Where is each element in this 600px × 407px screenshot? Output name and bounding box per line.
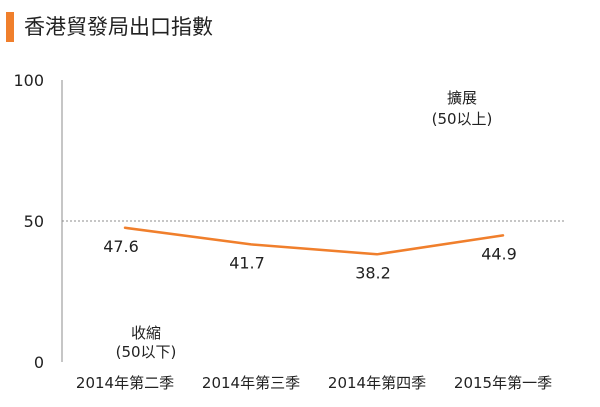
x-tick-labels: 2014年第二季 2014年第三季 2014年第四季 2015年第一季 [76, 374, 552, 392]
y-tick-label: 0 [34, 353, 44, 372]
contraction-annotation-range: (50以下) [116, 343, 177, 361]
data-label: 41.7 [229, 253, 265, 272]
y-tick-labels: 0 50 100 [13, 71, 44, 372]
x-tick-label: 2015年第一季 [454, 374, 552, 392]
x-tick-label: 2014年第四季 [328, 374, 426, 392]
contraction-annotation: 收縮 [131, 324, 161, 342]
data-label: 38.2 [355, 263, 391, 282]
y-tick-label: 50 [24, 212, 44, 231]
title-accent-bar [6, 12, 14, 42]
x-tick-label: 2014年第三季 [202, 374, 300, 392]
y-tick-label: 100 [13, 71, 44, 90]
expansion-annotation-range: (50以上) [432, 110, 493, 128]
series-line [123, 226, 505, 256]
expansion-annotation: 擴展 [447, 89, 477, 107]
data-labels: 47.6 41.7 38.2 44.9 [103, 237, 517, 283]
x-tick-label: 2014年第二季 [76, 374, 174, 392]
data-label: 47.6 [103, 237, 139, 256]
data-label: 44.9 [481, 244, 517, 263]
chart-title: 香港貿發局出口指數 [24, 15, 213, 39]
